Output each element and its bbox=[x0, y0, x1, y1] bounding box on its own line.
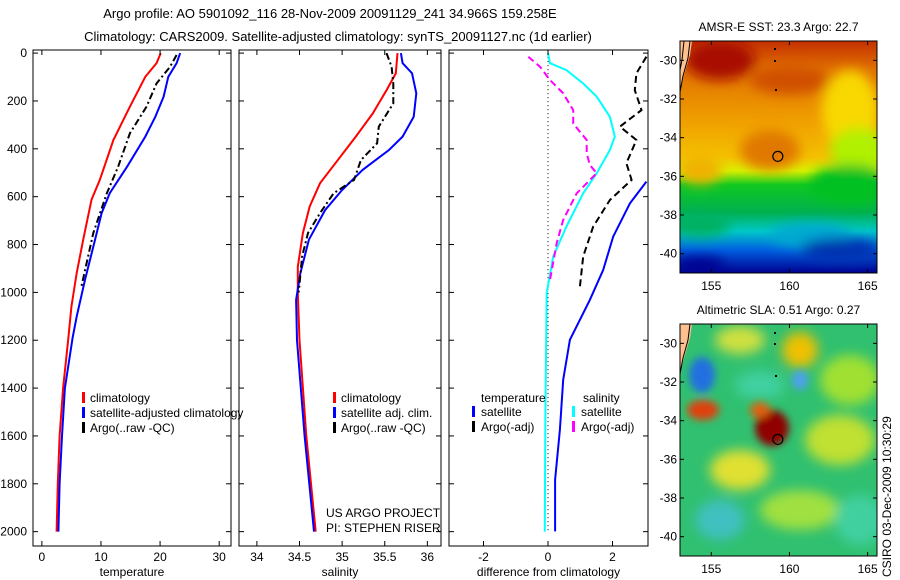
legend-swatch bbox=[82, 407, 85, 418]
lat-tick-label: -36 bbox=[660, 169, 678, 183]
x-axis-label: difference from climatology bbox=[477, 565, 620, 579]
y-tick-label: 1400 bbox=[0, 381, 27, 395]
y-tick-label: 800 bbox=[7, 238, 27, 252]
y-tick-label: 1200 bbox=[0, 333, 27, 347]
series-line-satellite-adj-clim- bbox=[295, 52, 418, 532]
lat-tick-label: -30 bbox=[660, 53, 678, 67]
lon-tick-label: 165 bbox=[858, 562, 878, 576]
lat-tick-label: -38 bbox=[660, 491, 678, 505]
lon-tick-label: 160 bbox=[779, 279, 799, 293]
legend-label: climatology bbox=[341, 391, 401, 405]
legend-label: Argo(-adj) bbox=[581, 420, 634, 434]
x-tick-label: 34.5 bbox=[288, 550, 312, 564]
series-line-satellite-adjusted-climatology bbox=[57, 52, 182, 532]
legend-swatch bbox=[572, 421, 575, 432]
lat-tick-label: -32 bbox=[660, 92, 678, 106]
figure-title-line2: Climatology: CARS2009. Satellite-adjuste… bbox=[84, 29, 592, 44]
y-tick-label: 0 bbox=[20, 46, 27, 60]
x-tick-label: 35 bbox=[335, 550, 349, 564]
x-tick-label: 34 bbox=[250, 550, 264, 564]
lat-tick-label: -38 bbox=[660, 208, 678, 222]
series-line-argo-raw-qc- bbox=[297, 52, 395, 293]
map-frame bbox=[679, 323, 878, 557]
legend-label: Argo(..raw -QC) bbox=[90, 421, 175, 435]
x-tick-label: 35.5 bbox=[373, 550, 397, 564]
y-tick-label: 400 bbox=[7, 142, 27, 156]
legend-label: Argo(..raw -QC) bbox=[341, 421, 426, 435]
lat-tick-label: -40 bbox=[660, 247, 678, 261]
legend-swatch bbox=[472, 421, 475, 432]
series-line-salinity-satellite bbox=[543, 52, 616, 532]
legend-swatch bbox=[333, 422, 336, 433]
x-tick-label: 36 bbox=[421, 550, 435, 564]
legend-heading: temperature bbox=[481, 391, 546, 405]
sst-map-image bbox=[680, 41, 877, 273]
lat-tick-label: -34 bbox=[660, 414, 678, 428]
lon-tick-label: 165 bbox=[858, 279, 878, 293]
series-line-climatology bbox=[296, 53, 399, 532]
y-tick-label: 1800 bbox=[0, 477, 27, 491]
legend-label: satellite bbox=[481, 405, 522, 419]
y-tick-label: 600 bbox=[7, 190, 27, 204]
series-line-temperature-satellite bbox=[554, 180, 648, 532]
lat-tick-label: -32 bbox=[660, 375, 678, 389]
plot-layer: 0 10 20 30020040060080010001200140016001800… bbox=[0, 20, 878, 579]
legend-swatch bbox=[572, 406, 575, 417]
legend-label: satellite bbox=[581, 405, 622, 419]
lon-tick-label: 155 bbox=[701, 279, 721, 293]
argo-position-marker bbox=[772, 433, 784, 445]
y-tick-label: 200 bbox=[7, 94, 27, 108]
plot-frame bbox=[32, 49, 232, 547]
series-line-climatology bbox=[55, 52, 162, 532]
x-axis-label: temperature bbox=[100, 565, 165, 579]
lon-tick-label: 160 bbox=[779, 562, 799, 576]
lat-tick-label: -30 bbox=[660, 336, 678, 350]
legend-swatch bbox=[333, 407, 336, 418]
x-tick-label: 20 bbox=[153, 550, 167, 564]
project-label-line2: PI: STEPHEN RISER bbox=[326, 521, 441, 535]
sla-map-image bbox=[680, 324, 877, 556]
map-frame bbox=[679, 40, 878, 274]
x-tick-label: -2 bbox=[478, 550, 489, 564]
legend-swatch bbox=[333, 392, 336, 403]
legend-label: climatology bbox=[90, 391, 150, 405]
lat-tick-label: -40 bbox=[660, 530, 678, 544]
y-tick-label: 2000 bbox=[0, 525, 27, 539]
legend-swatch bbox=[472, 406, 475, 417]
legend-label: Argo(-adj) bbox=[481, 420, 534, 434]
series-line-temperature-argo-adj- bbox=[578, 56, 648, 287]
project-label-line1: US ARGO PROJECT bbox=[326, 506, 441, 520]
side-timestamp-label: CSIRO 03-Dec-2009 10:30:29 bbox=[880, 416, 894, 577]
legend-label: satellite-adjusted climatology bbox=[90, 406, 243, 420]
y-tick-label: 1600 bbox=[0, 429, 27, 443]
series-line-argo-raw-qc- bbox=[80, 54, 178, 287]
argo-position-marker bbox=[772, 150, 784, 162]
legend-heading: salinity bbox=[583, 391, 620, 405]
lon-tick-label: 155 bbox=[701, 562, 721, 576]
plot-frame bbox=[238, 49, 442, 547]
lat-tick-label: -36 bbox=[660, 452, 678, 466]
x-tick-label: 0 bbox=[39, 550, 46, 564]
series-line-salinity-argo-adj- bbox=[527, 55, 599, 281]
x-tick-label: 30 bbox=[212, 550, 226, 564]
figure-title-line1: Argo profile: AO 5901092_116 28-Nov-2009… bbox=[103, 6, 557, 21]
y-tick-label: 1000 bbox=[0, 285, 27, 299]
lat-tick-label: -34 bbox=[660, 131, 678, 145]
legend-swatch bbox=[82, 392, 85, 403]
map-title: Altimetric SLA: 0.51 Argo: 0.27 bbox=[697, 303, 861, 317]
map-title: AMSR-E SST: 23.3 Argo: 22.7 bbox=[698, 20, 858, 34]
x-tick-label: 0 bbox=[545, 550, 552, 564]
legend-swatch bbox=[82, 422, 85, 433]
legend-label: satellite adj. clim. bbox=[341, 406, 432, 420]
x-tick-label: 2 bbox=[609, 550, 616, 564]
x-tick-label: 10 bbox=[94, 550, 108, 564]
x-axis-label: salinity bbox=[322, 565, 359, 579]
